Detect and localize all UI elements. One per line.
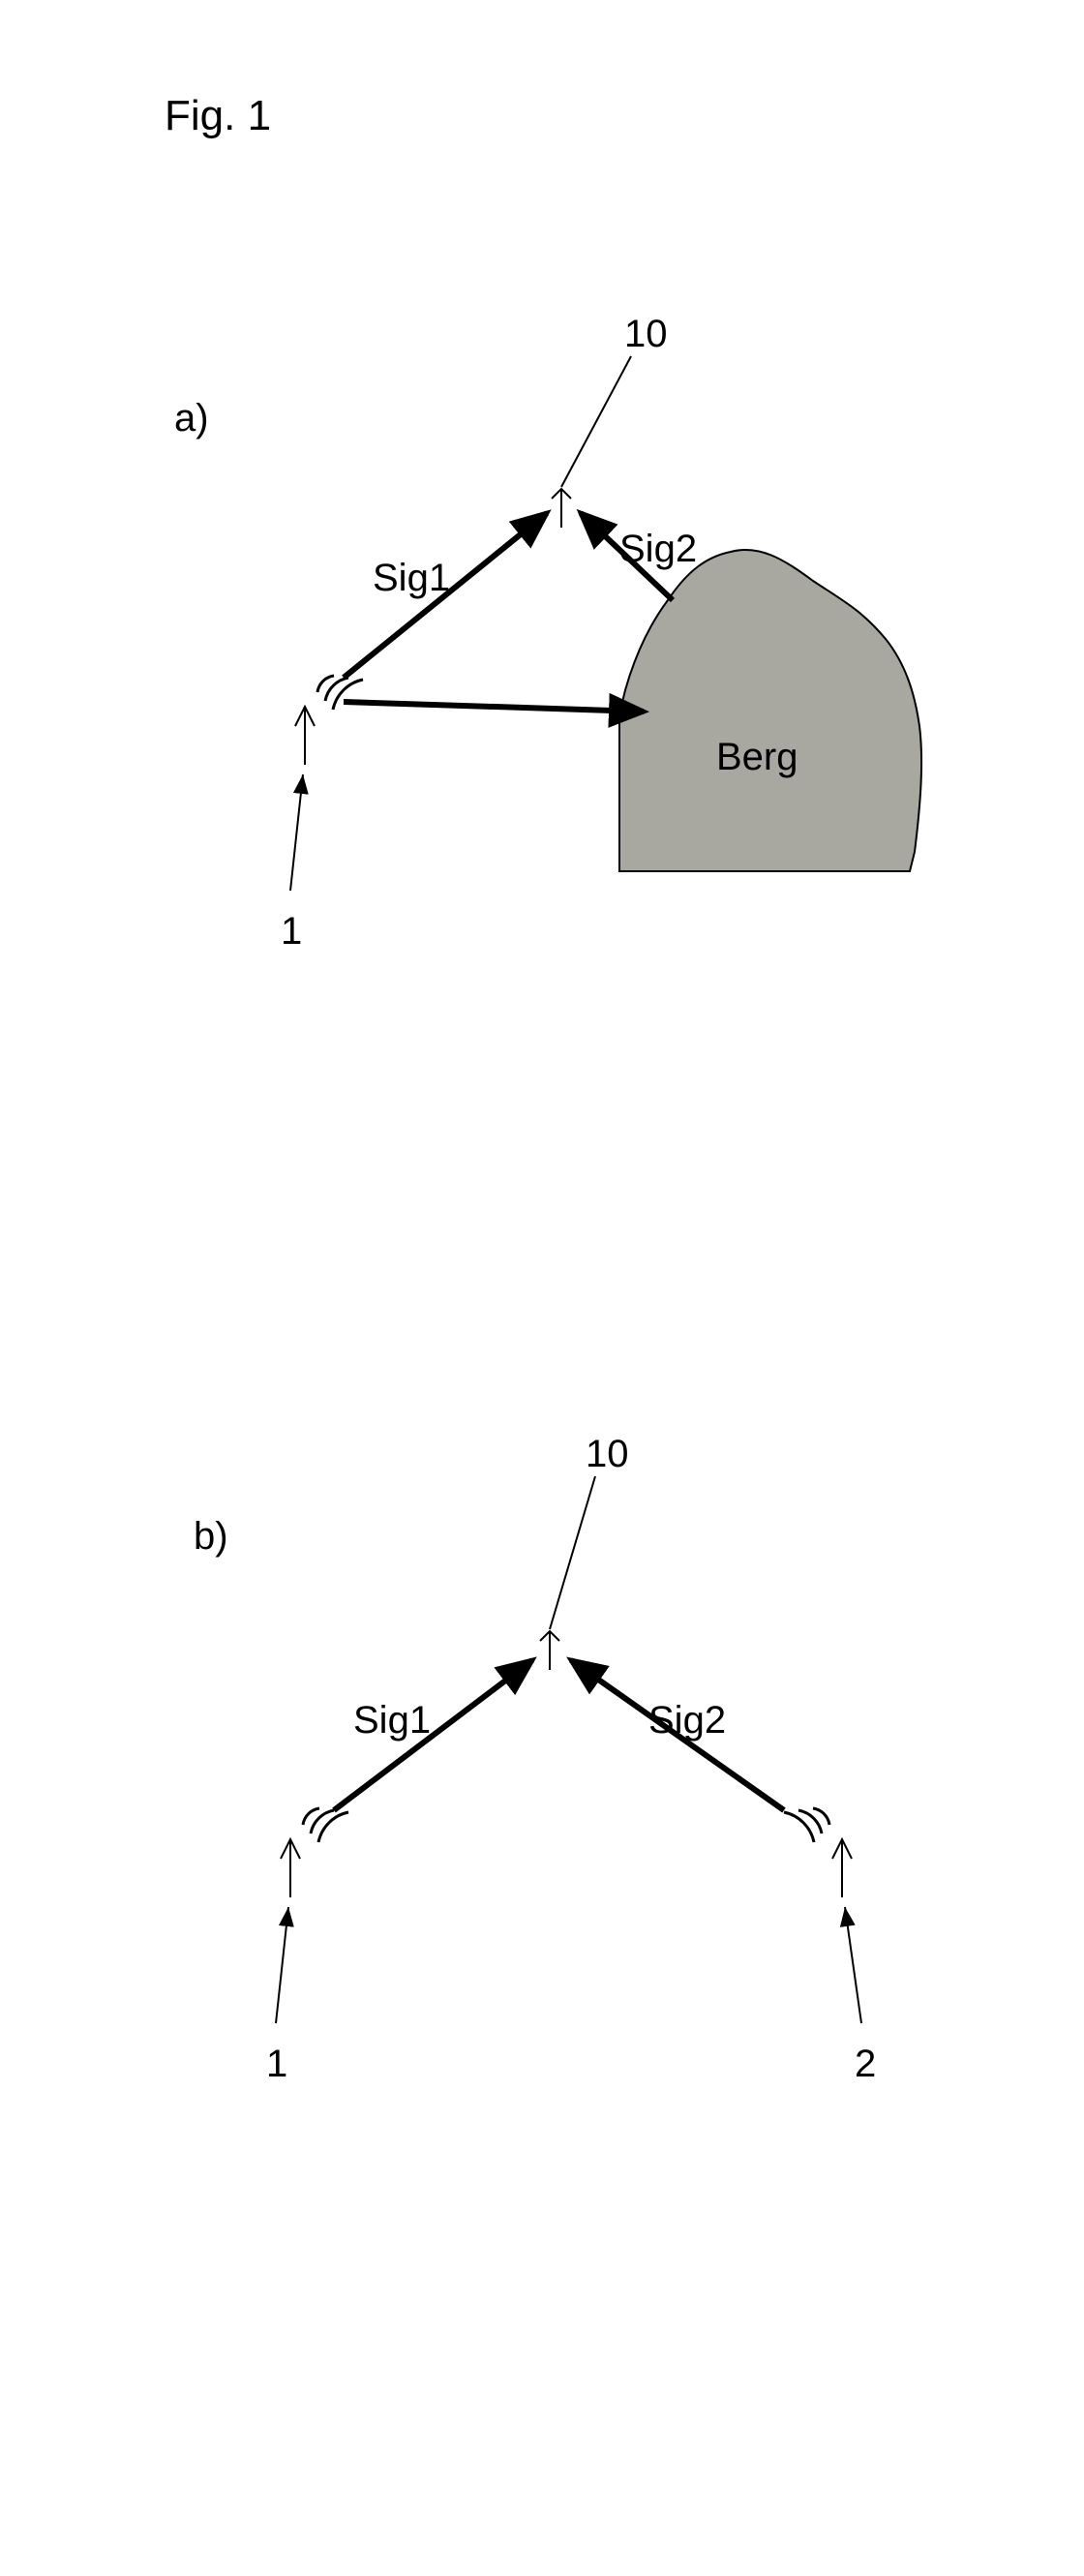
tx2-ref: 2: [855, 2043, 876, 2085]
tx1-leader: [276, 1907, 288, 2023]
sig1-label: Sig1: [353, 1699, 431, 1742]
receiver-ref: 10: [586, 1433, 629, 1475]
panel-b-diagram: Sig1 Sig2 10 1 2: [145, 1423, 939, 2120]
receiver-antenna-icon: [552, 489, 571, 528]
receiver-leader: [550, 1476, 595, 1629]
tx1-ref: 1: [281, 910, 302, 953]
mountain-label: Berg: [716, 736, 798, 778]
tx2-antenna-icon: [784, 1808, 852, 1897]
receiver-antenna-icon: [540, 1631, 559, 1670]
panel-a-diagram: Berg Sig1 Sig2 10 1: [145, 310, 939, 1007]
mountain-shape: [619, 550, 921, 871]
tx1-antenna-icon: [295, 676, 363, 765]
receiver-ref: 10: [624, 313, 668, 355]
figure-title: Fig. 1: [165, 92, 271, 140]
tx-to-mountain-arrow: [344, 702, 644, 712]
figure-page: Fig. 1 a) Berg S: [0, 0, 1084, 2576]
receiver-leader: [561, 356, 631, 487]
tx1-antenna-icon: [281, 1808, 348, 1897]
tx1-ref: 1: [266, 2043, 287, 2085]
sig1-label: Sig1: [373, 557, 450, 599]
tx1-leader: [290, 774, 303, 891]
tx2-leader: [845, 1907, 861, 2023]
sig2-label: Sig2: [619, 528, 697, 570]
sig2-label: Sig2: [648, 1699, 726, 1742]
